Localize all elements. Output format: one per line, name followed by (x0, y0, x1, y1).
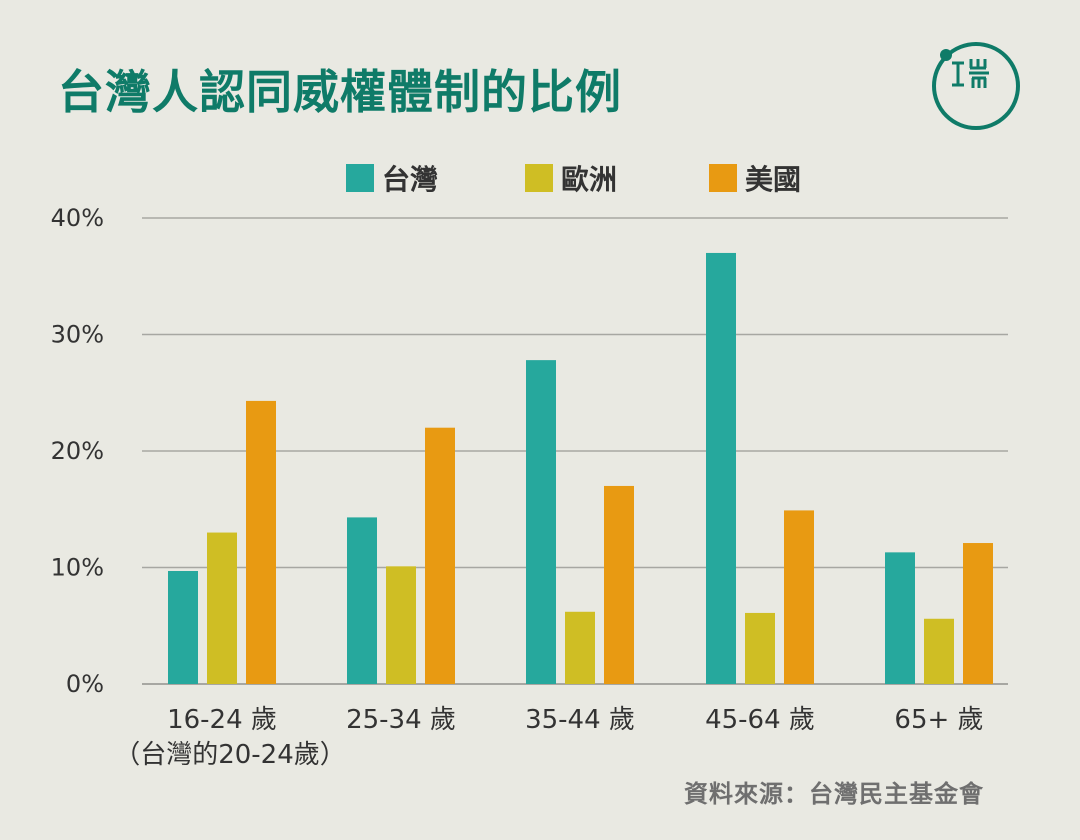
legend-label-europe: 歐洲 (561, 163, 618, 196)
bar-台灣-2 (526, 360, 556, 684)
x-tick-label: 65+ 歲 (894, 705, 983, 735)
x-tick-label: 16-24 歲 (167, 705, 277, 735)
bar-台灣-3 (706, 252, 736, 684)
bar-歐洲-2 (565, 611, 595, 684)
legend-label-taiwan: 台灣 (382, 163, 439, 196)
x-tick-label: 35-44 歲 (525, 705, 635, 735)
legend-swatch-usa (709, 164, 737, 192)
bar-台灣-4 (885, 552, 915, 684)
source-text: 資料來源：台灣民主基金會 (684, 780, 984, 808)
theinitium-logo-icon (932, 42, 1020, 130)
bar-美國-0 (246, 400, 276, 684)
y-tick-label: 40% (51, 204, 104, 232)
bar-美國-1 (425, 427, 455, 684)
legend-label-usa: 美國 (745, 163, 802, 196)
legend-swatch-taiwan (346, 164, 374, 192)
bar-台灣-0 (168, 570, 198, 684)
x-tick-label: 45-64 歲 (705, 705, 815, 735)
bar-美國-2 (604, 485, 634, 684)
bar-美國-4 (963, 543, 993, 684)
category-note-16-24: （台灣的20-24歲） (114, 740, 346, 770)
legend-item-europe: 歐洲 (525, 160, 617, 196)
legend-item-usa: 美國 (709, 160, 801, 196)
bar-歐洲-4 (924, 618, 954, 684)
bar-歐洲-1 (386, 566, 416, 684)
x-tick-label: 25-34 歲 (346, 705, 456, 735)
y-tick-label: 30% (51, 321, 104, 349)
bar-歐洲-0 (207, 532, 237, 684)
legend: 台灣 歐洲 美國 (0, 160, 1080, 196)
y-tick-label: 0% (66, 670, 104, 698)
bar-歐洲-3 (745, 612, 775, 684)
legend-swatch-europe (525, 164, 553, 192)
y-tick-label: 10% (51, 554, 104, 582)
bar-美國-3 (784, 510, 814, 684)
y-tick-label: 20% (51, 437, 104, 465)
bar-台灣-1 (347, 517, 377, 684)
chart-title: 台灣人認同威權體制的比例 (58, 65, 622, 119)
legend-item-taiwan: 台灣 (346, 160, 438, 196)
